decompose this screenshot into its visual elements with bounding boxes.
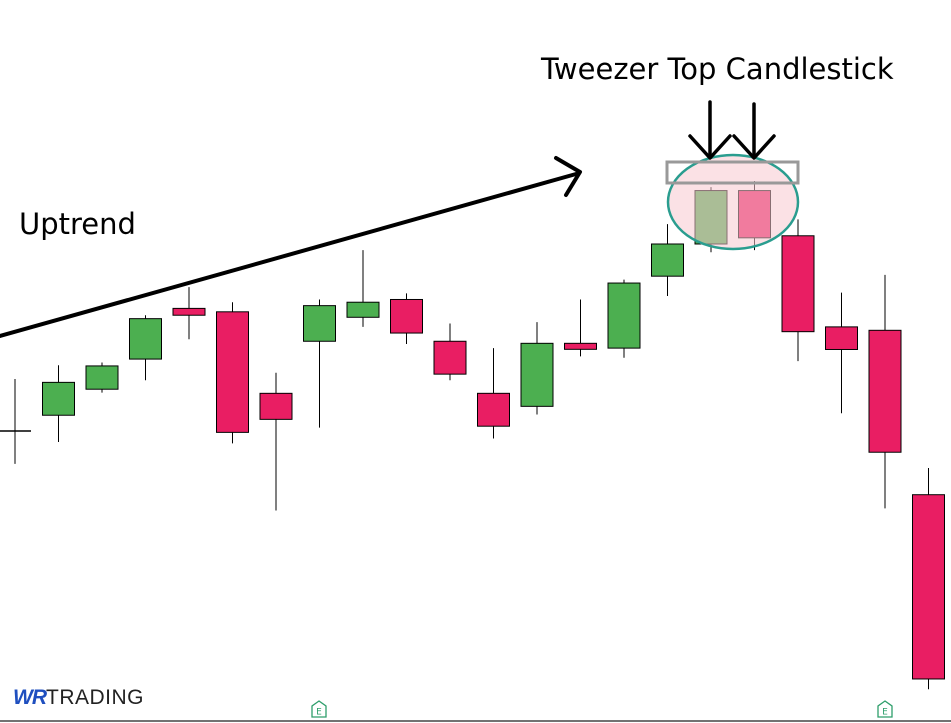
bearish-candle [825, 326, 858, 350]
uptrend-arrowhead [554, 156, 582, 197]
uptrend-line [0, 172, 578, 338]
bearish-candle [433, 340, 467, 375]
logo-accent: WR [13, 686, 47, 709]
bullish-candle [607, 282, 641, 349]
candles-group [0, 180, 945, 690]
bearish-candle [868, 329, 902, 453]
earnings-marker-icon[interactable]: E [311, 700, 327, 718]
bearish-candle [390, 298, 423, 334]
bearish-candle [912, 494, 945, 680]
bearish-candle [564, 342, 597, 350]
bearish-candle [216, 311, 249, 433]
uptrend-label: Uptrend [19, 207, 136, 241]
bullish-candle [129, 318, 162, 360]
bullish-candle [303, 305, 336, 342]
bearish-candle [259, 392, 293, 420]
bullish-candle [651, 243, 684, 277]
tweezer-highlight-ellipse [666, 153, 800, 251]
tweezer-highs-box [665, 160, 800, 185]
tweezer-arrow-right [732, 102, 776, 160]
earnings-marker-label: E [882, 708, 888, 718]
earnings-marker-icon[interactable]: E [877, 700, 893, 718]
tweezer-arrow-left [688, 100, 732, 160]
brand-logo: WRTRADING [13, 686, 144, 710]
pattern-title: Tweezer Top Candlestick [541, 52, 894, 86]
bearish-candle [781, 235, 815, 333]
bearish-candle [477, 392, 510, 427]
bullish-candle [520, 342, 554, 407]
bullish-candle [346, 301, 380, 318]
bearish-candle [172, 307, 206, 316]
bullish-candle [42, 381, 75, 416]
logo-text: TRADING [46, 686, 144, 709]
earnings-marker-label: E [316, 708, 322, 718]
bullish-candle [85, 365, 119, 390]
